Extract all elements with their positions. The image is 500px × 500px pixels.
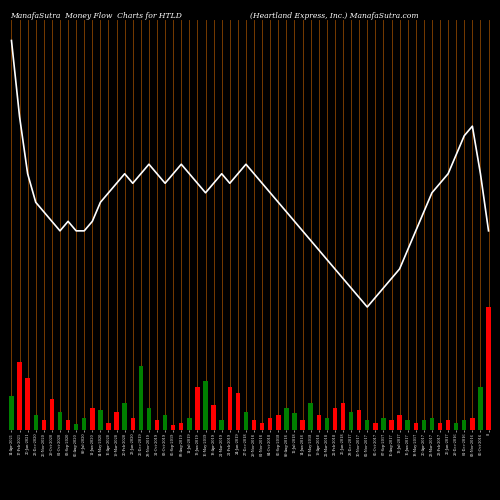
Bar <box>163 415 168 430</box>
Bar <box>34 415 38 430</box>
Text: ManafaSutra  Money Flow  Charts for HTLD: ManafaSutra Money Flow Charts for HTLD <box>10 12 182 20</box>
Bar <box>381 418 386 430</box>
Bar <box>284 408 288 430</box>
Bar <box>470 418 474 430</box>
Bar <box>171 425 175 430</box>
Bar <box>390 420 394 430</box>
Bar <box>486 307 491 430</box>
Bar <box>204 381 208 430</box>
Bar <box>422 420 426 430</box>
Bar <box>332 408 337 430</box>
Bar <box>130 418 135 430</box>
Bar <box>244 412 248 430</box>
Bar <box>398 415 402 430</box>
Bar <box>179 422 184 430</box>
Bar <box>18 362 22 430</box>
Bar <box>220 420 224 430</box>
Bar <box>9 396 14 430</box>
Bar <box>406 420 410 430</box>
Bar <box>349 412 354 430</box>
Bar <box>146 408 151 430</box>
Bar <box>122 403 127 430</box>
Bar <box>155 420 159 430</box>
Bar <box>106 422 110 430</box>
Bar <box>430 418 434 430</box>
Bar <box>316 415 321 430</box>
Bar <box>414 422 418 430</box>
Bar <box>365 420 370 430</box>
Bar <box>357 410 362 430</box>
Bar <box>66 420 70 430</box>
Bar <box>276 415 280 430</box>
Bar <box>300 420 305 430</box>
Text: (Heartland Express, Inc.) ManafaSutra.com: (Heartland Express, Inc.) ManafaSutra.co… <box>250 12 418 20</box>
Bar <box>373 422 378 430</box>
Bar <box>236 393 240 430</box>
Bar <box>98 410 102 430</box>
Bar <box>82 418 86 430</box>
Bar <box>212 406 216 430</box>
Bar <box>42 420 46 430</box>
Bar <box>252 420 256 430</box>
Bar <box>324 418 329 430</box>
Bar <box>187 418 192 430</box>
Bar <box>114 412 119 430</box>
Bar <box>58 412 62 430</box>
Bar <box>90 408 94 430</box>
Bar <box>478 387 482 430</box>
Bar <box>341 403 345 430</box>
Bar <box>195 387 200 430</box>
Bar <box>454 422 458 430</box>
Bar <box>260 422 264 430</box>
Bar <box>446 420 450 430</box>
Bar <box>26 378 30 430</box>
Bar <box>228 387 232 430</box>
Bar <box>308 403 313 430</box>
Bar <box>462 420 466 430</box>
Bar <box>438 422 442 430</box>
Bar <box>50 399 54 430</box>
Bar <box>74 424 78 430</box>
Bar <box>138 366 143 430</box>
Bar <box>292 413 296 430</box>
Bar <box>268 418 272 430</box>
